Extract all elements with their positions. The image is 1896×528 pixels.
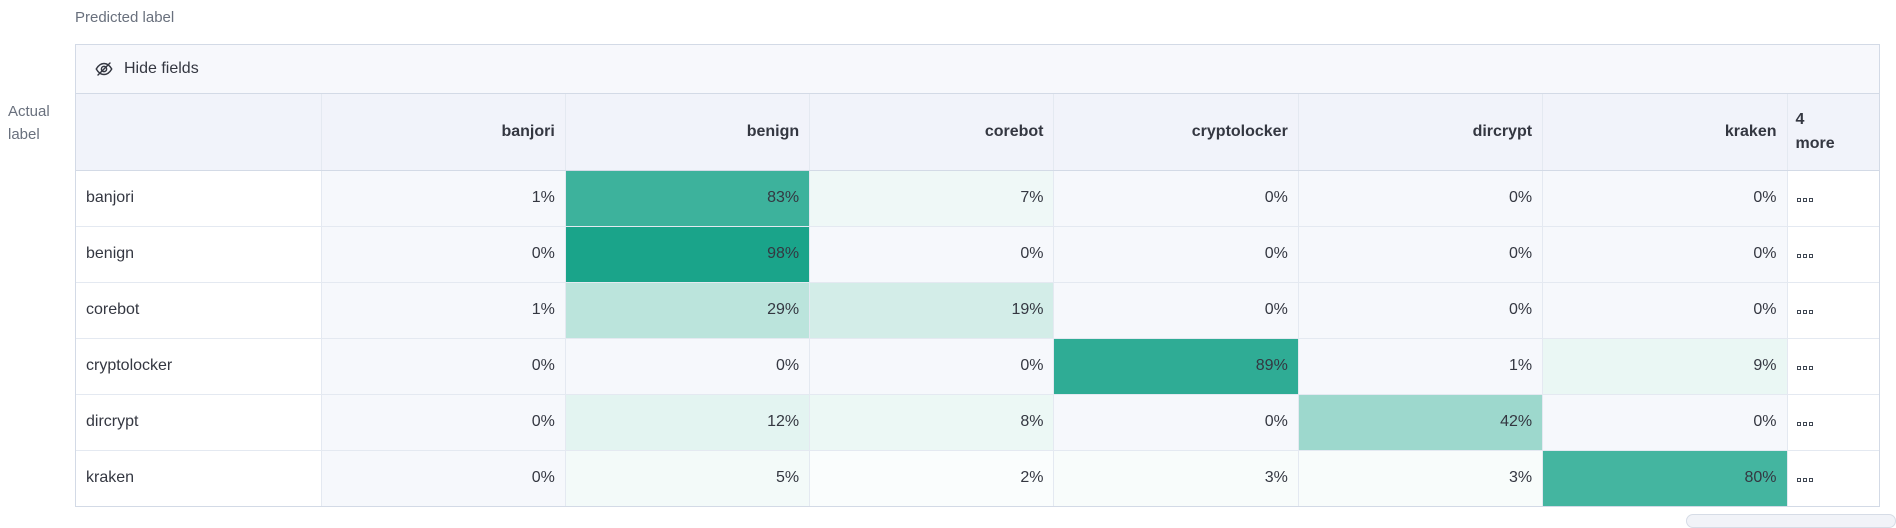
predicted-label: Predicted label	[75, 9, 175, 26]
hide-fields-button[interactable]: Hide fields	[94, 59, 199, 79]
matrix-cell: 0%	[320, 449, 566, 506]
boxes-horizontal-icon	[1796, 478, 1813, 483]
boxes-horizontal-icon	[1796, 198, 1813, 202]
matrix-cell: 89%	[1053, 337, 1299, 395]
matrix-cell: 1%	[320, 169, 566, 227]
matrix-row-dircrypt: dircrypt 0% 12% 8% 0% 42% 0%	[76, 393, 1879, 451]
matrix-cell: 5%	[564, 449, 811, 506]
row-label: cryptolocker	[76, 337, 322, 395]
column-header-banjori: banjori	[320, 94, 566, 171]
matrix-cell: 83%	[564, 169, 811, 227]
matrix-cell: 0%	[809, 225, 1055, 283]
matrix-cell: 0%	[1542, 225, 1788, 283]
eye-closed-icon	[94, 59, 114, 79]
matrix-cell: 0%	[809, 337, 1055, 395]
column-header-corebot: corebot	[809, 94, 1055, 171]
matrix-cell: 0%	[320, 337, 566, 395]
matrix-row-corebot: corebot 1% 29% 19% 0% 0% 0%	[76, 281, 1879, 339]
matrix-cell: 0%	[1053, 169, 1299, 227]
matrix-row-kraken: kraken 0% 5% 2% 3% 3% 80%	[76, 449, 1879, 506]
matrix-cell: 0%	[564, 337, 811, 395]
boxes-horizontal-icon	[1796, 366, 1813, 370]
row-label: banjori	[76, 169, 322, 227]
header-empty-cell	[76, 94, 322, 171]
matrix-cell: 1%	[320, 281, 566, 339]
matrix-cell: 0%	[1053, 225, 1299, 283]
matrix-cell: 98%	[564, 225, 811, 283]
matrix-cell: 7%	[809, 169, 1055, 227]
matrix-cell: 9%	[1542, 337, 1788, 395]
matrix-cell: 0%	[1297, 225, 1544, 283]
row-more-cell	[1786, 225, 1879, 283]
column-header-benign: benign	[564, 94, 811, 171]
matrix-header-row: banjori benign corebot cryptolocker dircrypt…	[76, 94, 1879, 171]
matrix-cell: 0%	[1053, 393, 1299, 451]
matrix-cell: 19%	[809, 281, 1055, 339]
matrix-cell: 3%	[1297, 449, 1544, 506]
row-label: kraken	[76, 449, 322, 506]
matrix-cell: 0%	[320, 393, 566, 451]
hide-fields-label: Hide fields	[124, 60, 199, 77]
matrix-cell: 0%	[1053, 281, 1299, 339]
matrix-cell: 42%	[1297, 393, 1544, 451]
matrix-cell: 3%	[1053, 449, 1299, 506]
matrix-row-banjori: banjori 1% 83% 7% 0% 0% 0%	[76, 169, 1879, 227]
matrix-cell: 2%	[809, 449, 1055, 506]
column-header-dircrypt: dircrypt	[1297, 94, 1544, 171]
matrix-cell: 0%	[1542, 169, 1788, 227]
matrix-cell: 80%	[1542, 449, 1788, 506]
row-more-cell	[1786, 393, 1879, 451]
row-more-cell	[1786, 281, 1879, 339]
matrix-cell: 0%	[320, 225, 566, 283]
matrix-cell: 0%	[1542, 281, 1788, 339]
horizontal-scrollbar-thumb[interactable]	[1686, 514, 1896, 528]
row-label: corebot	[76, 281, 322, 339]
confusion-matrix-table: banjori benign corebot cryptolocker dircrypt…	[76, 94, 1879, 506]
matrix-cell: 0%	[1542, 393, 1788, 451]
column-header-more: 4 more	[1786, 94, 1879, 171]
row-more-cell	[1786, 449, 1879, 506]
confusion-matrix-grid: Hide fields banjori benign corebot cryptolo…	[75, 44, 1880, 507]
boxes-horizontal-icon	[1796, 422, 1813, 426]
matrix-row-cryptolocker: cryptolocker 0% 0% 0% 89% 1% 9%	[76, 337, 1879, 395]
row-label: benign	[76, 225, 322, 283]
matrix-cell: 29%	[564, 281, 811, 339]
matrix-cell: 1%	[1297, 337, 1544, 395]
grid-toolbar: Hide fields	[76, 45, 1879, 94]
row-more-cell	[1786, 169, 1879, 227]
boxes-horizontal-icon	[1796, 310, 1813, 314]
row-label: dircrypt	[76, 393, 322, 451]
matrix-cell: 0%	[1297, 281, 1544, 339]
actual-label: Actual label	[8, 103, 50, 144]
column-header-cryptolocker: cryptolocker	[1053, 94, 1299, 171]
boxes-horizontal-icon	[1796, 254, 1813, 258]
matrix-row-benign: benign 0% 98% 0% 0% 0% 0%	[76, 225, 1879, 283]
matrix-cell: 8%	[809, 393, 1055, 451]
matrix-cell: 0%	[1297, 169, 1544, 227]
matrix-cell: 12%	[564, 393, 811, 451]
column-header-kraken: kraken	[1542, 94, 1788, 171]
row-more-cell	[1786, 337, 1879, 395]
